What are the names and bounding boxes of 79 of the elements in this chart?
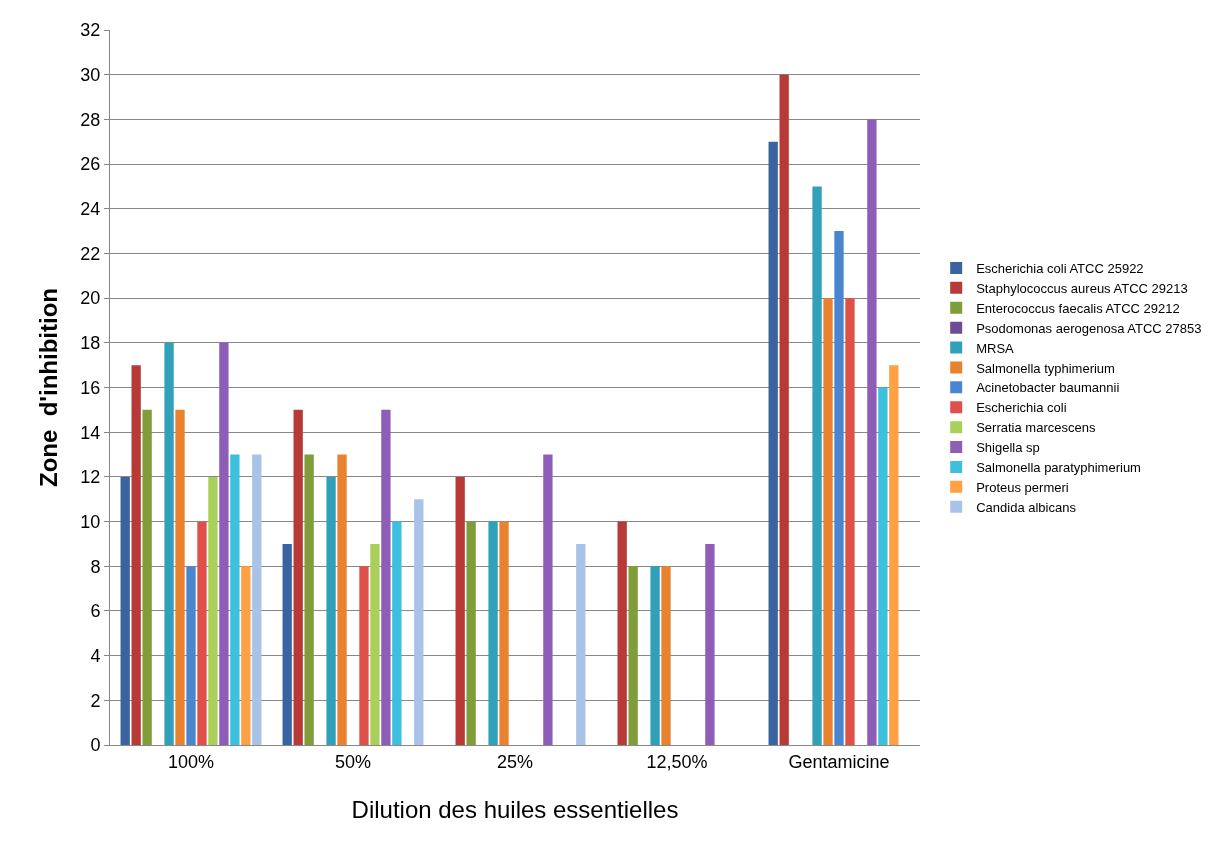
bar — [617, 521, 627, 745]
x-tick-label: 12,50% — [646, 751, 708, 772]
y-tick-label: 32 — [80, 20, 101, 41]
legend-label: Staphylococcus aureus ATCC 29213 — [976, 280, 1188, 296]
bar — [576, 543, 586, 745]
bar — [370, 543, 380, 745]
bar — [219, 342, 229, 745]
bar — [197, 521, 207, 745]
x-tick-label: 100% — [167, 751, 215, 772]
bar — [812, 186, 822, 745]
y-axis-title: Zone d'inhibition — [35, 288, 63, 487]
y-tick-label: 24 — [80, 199, 101, 220]
bar — [455, 476, 465, 745]
bar — [282, 543, 292, 745]
y-tick-label: 22 — [80, 243, 101, 264]
bar — [867, 119, 877, 745]
bar — [499, 521, 509, 745]
y-tick-label: 10 — [80, 511, 101, 532]
bar — [120, 476, 130, 745]
y-tick-label: 2 — [90, 690, 101, 711]
bar — [779, 74, 789, 745]
legend-label: Acinetobacter baumannii — [976, 380, 1120, 396]
x-tick-label: 50% — [334, 751, 372, 772]
bar — [241, 566, 251, 745]
bar — [823, 298, 833, 745]
bar — [252, 454, 262, 745]
bar — [543, 454, 553, 745]
y-tick-label: 12 — [80, 467, 101, 488]
bar — [230, 454, 240, 745]
bar — [304, 454, 314, 745]
bar — [661, 566, 671, 745]
bar — [414, 499, 424, 745]
bar — [392, 521, 402, 745]
legend-label: Salmonella paratyphimerium — [976, 460, 1141, 476]
bar — [359, 566, 369, 745]
bar — [293, 409, 303, 745]
legend-label: Candida albicans — [976, 499, 1077, 515]
bar — [466, 521, 476, 745]
bar — [845, 298, 855, 745]
bar — [142, 409, 152, 745]
y-tick-label: 26 — [80, 154, 101, 175]
x-tick-label: Gentamicine — [788, 751, 890, 772]
bar — [164, 342, 174, 745]
bar — [650, 566, 660, 745]
legend-label: Serratia marcescens — [976, 420, 1096, 436]
y-tick-label: 16 — [80, 377, 101, 398]
bar — [889, 365, 899, 745]
x-tick-label: 25% — [496, 751, 534, 772]
legend-label: Psodomonas aerogenosa ATCC 27853 — [976, 320, 1202, 336]
y-tick-label: 8 — [90, 556, 101, 577]
legend-label: Escherichia coli — [976, 400, 1067, 416]
bar — [768, 141, 778, 745]
y-tick-label: 30 — [80, 64, 101, 85]
bar — [337, 454, 347, 745]
bar — [488, 521, 498, 745]
legend-label: Shigella sp — [976, 440, 1040, 456]
bar — [175, 409, 185, 745]
legend-label: MRSA — [976, 340, 1015, 356]
x-axis-title: Dilution des huiles essentielles — [351, 795, 679, 823]
legend-label: Salmonella typhimerium — [976, 360, 1115, 376]
y-tick-label: 6 — [90, 601, 101, 622]
bar — [208, 476, 218, 745]
bar — [878, 387, 888, 745]
bar — [131, 365, 141, 745]
y-tick-label: 4 — [90, 645, 101, 666]
legend-label: Escherichia coli ATCC 25922 — [976, 261, 1144, 277]
bar — [381, 409, 391, 745]
bar — [186, 566, 196, 745]
bar — [834, 231, 844, 745]
legend-label: Proteus permeri — [976, 479, 1069, 495]
bar — [628, 566, 638, 745]
bar — [326, 476, 336, 745]
y-tick-label: 0 — [90, 735, 101, 756]
bar — [705, 543, 715, 745]
y-tick-label: 14 — [80, 422, 101, 443]
y-tick-label: 18 — [80, 333, 101, 354]
y-tick-label: 20 — [80, 288, 101, 309]
y-tick-label: 28 — [80, 109, 101, 130]
legend-label: Enterococcus faecalis ATCC 29212 — [976, 300, 1180, 316]
